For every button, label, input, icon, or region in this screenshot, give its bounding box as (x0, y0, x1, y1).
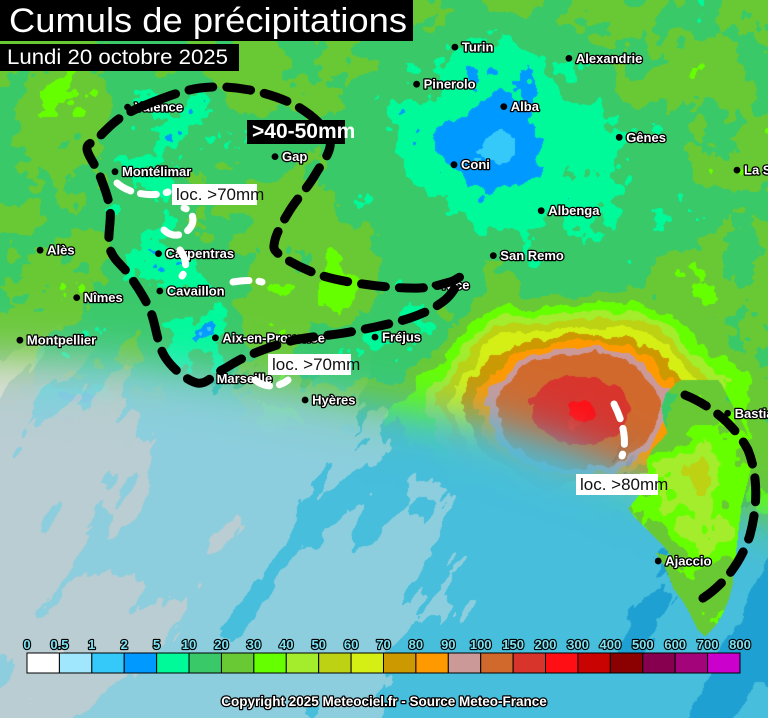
svg-text:Coni: Coni (461, 157, 490, 172)
svg-text:Turin: Turin (462, 40, 494, 55)
svg-text:Fréjus: Fréjus (382, 330, 421, 345)
svg-text:Bastia: Bastia (735, 406, 768, 421)
svg-text:2: 2 (121, 637, 128, 652)
svg-text:0.5: 0.5 (50, 637, 68, 652)
svg-text:Copyright 2025 Meteociel.fr -: Copyright 2025 Meteociel.fr - Source Met… (221, 694, 547, 709)
svg-text:Pinerolo: Pinerolo (424, 77, 476, 92)
svg-text:150: 150 (502, 637, 524, 652)
svg-text:80: 80 (409, 637, 423, 652)
svg-text:30: 30 (247, 637, 261, 652)
svg-text:Albenga: Albenga (548, 203, 600, 218)
svg-text:Carpentras: Carpentras (166, 246, 235, 261)
svg-text:100: 100 (470, 637, 492, 652)
svg-text:200: 200 (535, 637, 557, 652)
svg-text:Alès: Alès (47, 243, 74, 258)
svg-text:Cumuls de précipitations: Cumuls de précipitations (9, 2, 407, 40)
svg-text:5: 5 (153, 637, 160, 652)
svg-text:20: 20 (214, 637, 228, 652)
svg-text:Nîmes: Nîmes (84, 290, 123, 305)
svg-text:Lundi 20 octobre 2025: Lundi 20 octobre 2025 (7, 46, 228, 69)
svg-text:10: 10 (182, 637, 196, 652)
svg-text:1: 1 (88, 637, 95, 652)
svg-text:Montélimar: Montélimar (122, 164, 191, 179)
svg-text:Montpellier: Montpellier (27, 333, 96, 348)
svg-text:70: 70 (376, 637, 390, 652)
svg-text:0: 0 (23, 637, 30, 652)
svg-text:50: 50 (311, 637, 325, 652)
svg-text:Alba: Alba (511, 99, 540, 114)
svg-text:Gap: Gap (282, 149, 307, 164)
svg-text:Alexandrie: Alexandrie (576, 51, 642, 66)
svg-text:San Remo: San Remo (500, 248, 564, 263)
svg-text:400: 400 (600, 637, 622, 652)
svg-text:La Sp.: La Sp. (744, 163, 768, 178)
svg-text:loc. >70mm: loc. >70mm (176, 185, 264, 204)
svg-text:loc. >80mm: loc. >80mm (580, 475, 668, 494)
svg-text:60: 60 (344, 637, 358, 652)
svg-text:600: 600 (664, 637, 686, 652)
svg-text:loc. >70mm: loc. >70mm (272, 355, 360, 374)
svg-text:>40-50mm: >40-50mm (252, 120, 355, 143)
svg-text:300: 300 (567, 637, 589, 652)
svg-text:700: 700 (697, 637, 719, 652)
svg-text:90: 90 (441, 637, 455, 652)
svg-text:40: 40 (279, 637, 293, 652)
svg-text:Cavaillon: Cavaillon (167, 284, 225, 299)
svg-text:Gênes: Gênes (626, 130, 666, 145)
svg-text:Ajaccio: Ajaccio (665, 554, 711, 569)
svg-text:800: 800 (729, 637, 751, 652)
svg-text:500: 500 (632, 637, 654, 652)
svg-text:Hyères: Hyères (312, 393, 355, 408)
